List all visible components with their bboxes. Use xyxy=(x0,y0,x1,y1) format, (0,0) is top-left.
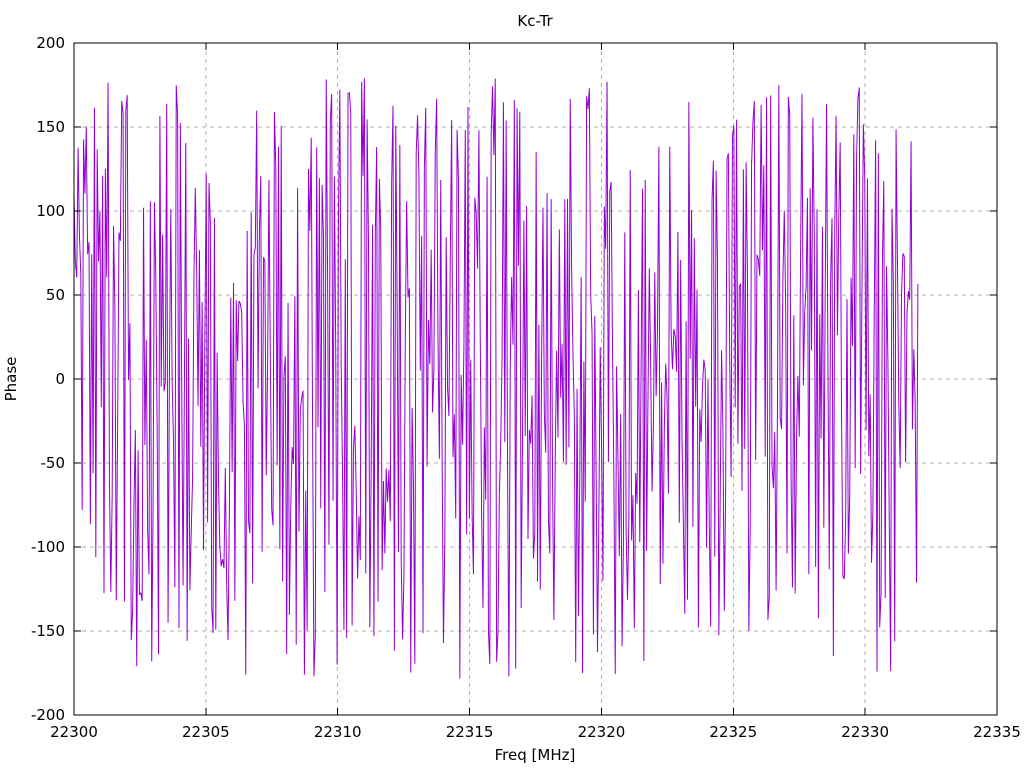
y-tick-label: -200 xyxy=(31,706,65,724)
y-tick-label: 50 xyxy=(46,286,65,304)
x-tick-label: 22305 xyxy=(182,723,230,741)
tick-labels-layer: 22300 22305 22310 22315 22320 22325 22330 22335… xyxy=(31,34,1021,741)
x-tick-label: 22330 xyxy=(841,723,889,741)
y-tick-label: -150 xyxy=(31,622,65,640)
data-series-line xyxy=(73,78,919,679)
x-tick-label: 22320 xyxy=(578,723,626,741)
y-tick-label: 0 xyxy=(55,370,65,388)
y-tick-label: 100 xyxy=(36,202,65,220)
y-axis-label: Phase xyxy=(2,357,20,402)
y-tick-label: 200 xyxy=(36,34,65,52)
axis-layer xyxy=(73,42,998,716)
y-tick-label: -50 xyxy=(41,454,66,472)
series-layer xyxy=(73,78,919,679)
x-tick-label: 22310 xyxy=(314,723,362,741)
chart-title: Kc-Tr xyxy=(517,12,553,30)
x-tick-label: 22335 xyxy=(973,723,1021,741)
x-tick-label: 22315 xyxy=(446,723,494,741)
y-tick-label: 150 xyxy=(36,118,65,136)
x-axis-label: Freq [MHz] xyxy=(495,746,576,764)
x-tick-label: 22300 xyxy=(50,723,98,741)
y-tick-label: -100 xyxy=(31,538,65,556)
x-tick-label: 22325 xyxy=(709,723,757,741)
